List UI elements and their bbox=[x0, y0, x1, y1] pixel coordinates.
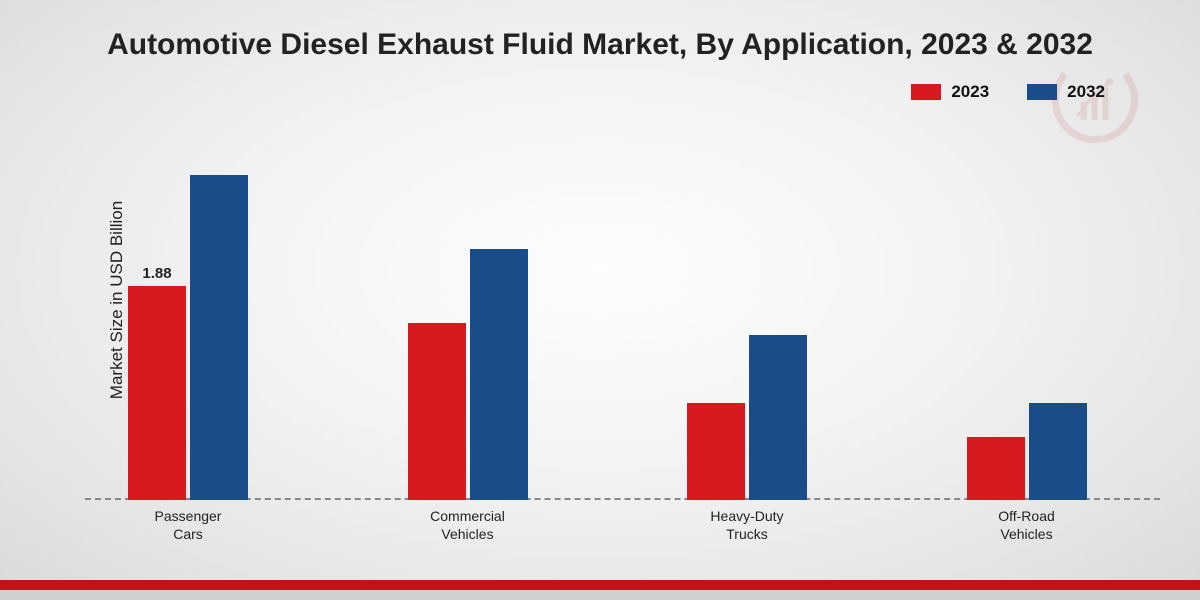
footer-bar-grey bbox=[0, 590, 1200, 600]
bar bbox=[1029, 403, 1087, 500]
bar-group: Heavy-DutyTrucks bbox=[687, 135, 807, 500]
legend: 2023 2032 bbox=[911, 82, 1105, 102]
bar-group: Off-RoadVehicles bbox=[967, 135, 1087, 500]
legend-label-2032: 2032 bbox=[1067, 82, 1105, 102]
chart-canvas: Automotive Diesel Exhaust Fluid Market, … bbox=[0, 0, 1200, 600]
category-label: Off-RoadVehicles bbox=[957, 508, 1097, 543]
category-label: PassengerCars bbox=[118, 508, 258, 543]
bar bbox=[190, 175, 248, 500]
bar-group: CommercialVehicles bbox=[408, 135, 528, 500]
footer-bar-red bbox=[0, 580, 1200, 590]
legend-item-2032: 2032 bbox=[1027, 82, 1105, 102]
category-label: Heavy-DutyTrucks bbox=[677, 508, 817, 543]
bar bbox=[408, 323, 466, 500]
bar bbox=[687, 403, 745, 500]
legend-swatch-2023 bbox=[911, 84, 941, 100]
chart-title: Automotive Diesel Exhaust Fluid Market, … bbox=[0, 28, 1200, 62]
category-label: CommercialVehicles bbox=[398, 508, 538, 543]
legend-label-2023: 2023 bbox=[951, 82, 989, 102]
bar: 1.88 bbox=[128, 286, 186, 500]
plot-area: 1.88PassengerCars CommercialVehicles Heavy… bbox=[85, 135, 1160, 500]
bar bbox=[967, 437, 1025, 500]
legend-item-2023: 2023 bbox=[911, 82, 989, 102]
bar bbox=[470, 249, 528, 500]
legend-swatch-2032 bbox=[1027, 84, 1057, 100]
bar-group: 1.88PassengerCars bbox=[128, 135, 248, 500]
bar bbox=[749, 335, 807, 500]
bar-value-label: 1.88 bbox=[142, 265, 171, 282]
